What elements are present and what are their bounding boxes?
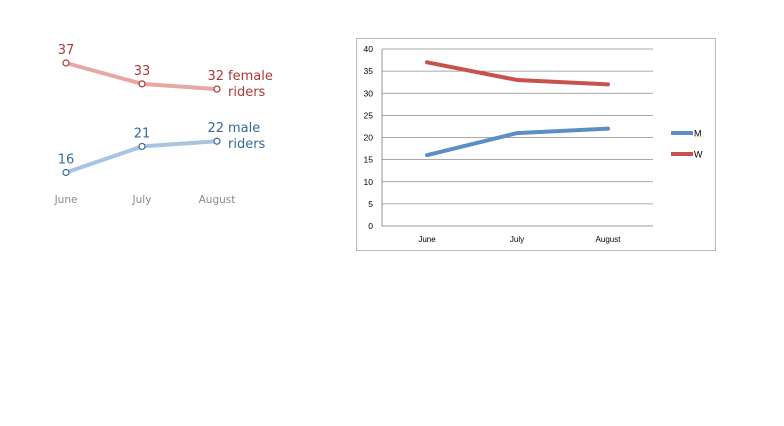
series-name-line1: male <box>228 121 260 136</box>
data-point-1-1 <box>138 142 146 151</box>
y-tick-label: 35 <box>364 66 374 76</box>
y-tick-label: 10 <box>364 177 374 187</box>
data-label: 37 <box>58 43 75 58</box>
excel-line-chart: 0 5 10 15 20 25 30 35 40 June July August M W <box>356 38 716 251</box>
data-label: 22 <box>207 121 224 136</box>
x-tick-label: June <box>418 235 436 244</box>
x-tick-label: July <box>510 235 524 244</box>
x-tick-label: June <box>54 194 78 206</box>
legend-label: W <box>694 150 703 160</box>
series-name-line2: riders <box>228 85 266 100</box>
y-tick-label: 0 <box>368 221 373 231</box>
data-label: 33 <box>134 64 151 79</box>
series-name-line2: riders <box>228 137 266 152</box>
data-point-1-0 <box>62 168 70 177</box>
data-label: 32 <box>207 69 224 84</box>
y-tick-label: 25 <box>364 110 374 120</box>
data-point-0-0 <box>62 59 70 67</box>
y-tick-label: 40 <box>364 44 374 54</box>
x-tick-label: July <box>132 194 152 206</box>
y-tick-label: 30 <box>364 88 374 98</box>
series-line-M <box>425 126 610 158</box>
x-tick-label: August <box>596 235 622 244</box>
y-tick-label: 15 <box>364 155 374 165</box>
legend-label: M <box>694 129 702 139</box>
data-point-1-2 <box>213 137 221 145</box>
series-name-line1: female <box>228 69 273 84</box>
y-tick-label: 5 <box>368 199 373 209</box>
y-tick-label: 20 <box>364 133 374 143</box>
data-label: 16 <box>58 153 75 168</box>
chart-frame <box>356 38 716 251</box>
data-point-0-1 <box>138 80 146 88</box>
data-point-0-2 <box>213 85 221 93</box>
x-tick-label: August <box>199 194 236 206</box>
data-label: 21 <box>134 126 151 141</box>
series-line-W <box>425 60 610 87</box>
